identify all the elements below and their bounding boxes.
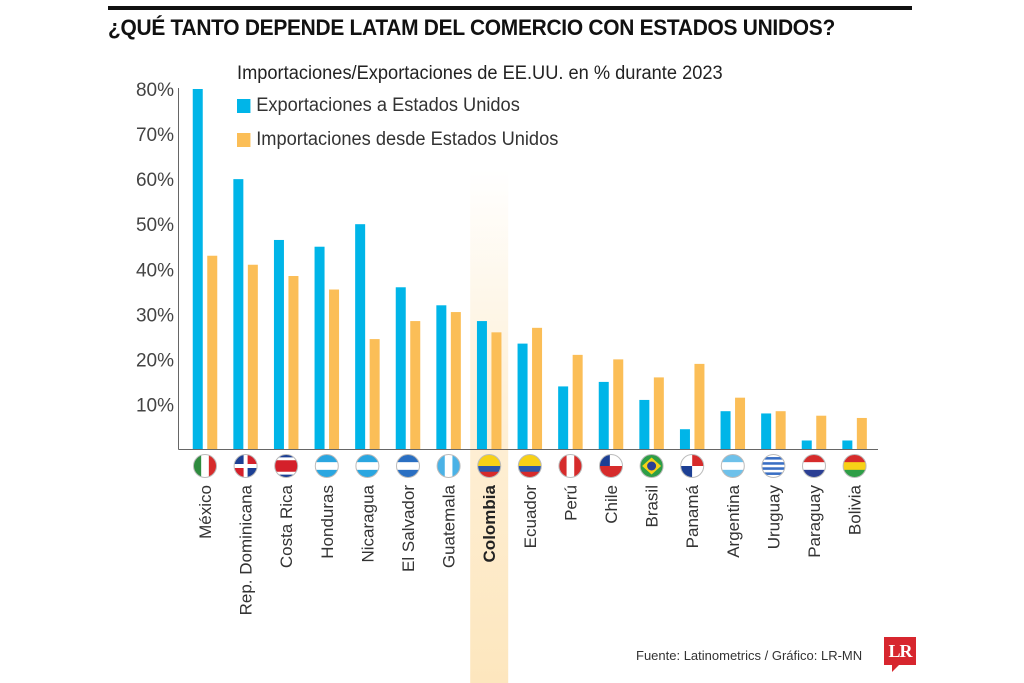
x-tick-label: El Salvador bbox=[399, 485, 418, 572]
import-bar-uruguay bbox=[775, 411, 786, 450]
mexico-flag-icon bbox=[193, 454, 217, 478]
x-tick-label: Ecuador bbox=[521, 485, 540, 549]
x-tick-label: Panamá bbox=[683, 484, 702, 548]
legend-swatch-imports bbox=[237, 133, 251, 147]
y-tick-label: 10% bbox=[136, 395, 174, 416]
peru-flag-icon bbox=[558, 454, 583, 478]
panama-flag-icon bbox=[680, 454, 705, 478]
x-tick-label: Costa Rica bbox=[277, 484, 296, 568]
title-rule bbox=[108, 6, 912, 10]
export-bar-chile bbox=[598, 381, 609, 450]
x-tick-label: Honduras bbox=[318, 485, 337, 559]
y-tick-label: 40% bbox=[136, 260, 174, 281]
export-bar-panama bbox=[679, 429, 690, 450]
y-tick-label: 30% bbox=[136, 305, 174, 326]
import-bar-costa-rica bbox=[288, 276, 299, 450]
export-bar-argentina bbox=[720, 411, 731, 450]
export-bar-honduras bbox=[314, 246, 325, 450]
x-tick-label: Brasil bbox=[643, 485, 662, 528]
colombia-flag-icon bbox=[477, 454, 502, 478]
import-bar-guatemala bbox=[450, 312, 461, 450]
y-tick-label: 70% bbox=[136, 125, 174, 146]
import-bar-chile bbox=[613, 359, 624, 450]
dominican-republic-flag-icon bbox=[233, 454, 258, 478]
import-bar-mexico bbox=[207, 255, 218, 450]
import-bar-nicaragua bbox=[369, 339, 380, 450]
export-bar-bolivia bbox=[842, 440, 853, 450]
export-bar-uruguay bbox=[761, 413, 772, 450]
chile-flag-icon bbox=[599, 454, 623, 478]
x-tick-label: Rep. Dominicana bbox=[237, 484, 256, 615]
import-bar-ecuador bbox=[532, 327, 543, 450]
import-bar-paraguay bbox=[816, 415, 827, 450]
x-tick-label: Bolivia bbox=[846, 484, 865, 535]
export-bar-colombia bbox=[476, 321, 487, 450]
bolivia-flag-icon bbox=[842, 454, 867, 478]
highlight-band bbox=[470, 170, 509, 683]
x-tick-label: Guatemala bbox=[440, 484, 459, 568]
argentina-flag-icon bbox=[720, 454, 745, 478]
y-tick-label: 50% bbox=[136, 215, 174, 236]
y-tick-label: 80% bbox=[136, 80, 174, 101]
el-salvador-flag-icon bbox=[396, 454, 420, 478]
nicaragua-flag-icon bbox=[355, 454, 380, 478]
uruguay-flag-icon bbox=[761, 454, 786, 478]
import-bar-el-salvador bbox=[410, 321, 421, 450]
honduras-flag-icon bbox=[314, 454, 339, 478]
x-tick-label: Nicaragua bbox=[358, 484, 377, 562]
lr-logo: LR bbox=[884, 637, 916, 672]
export-bar-dominican-republic bbox=[233, 179, 244, 450]
export-bar-ecuador bbox=[517, 343, 528, 450]
x-tick-label: Colombia bbox=[480, 484, 499, 562]
x-tick-label: Perú bbox=[561, 485, 580, 521]
import-bar-colombia bbox=[491, 332, 502, 450]
legend-item-exports: Exportaciones a Estados Unidos bbox=[237, 95, 520, 117]
x-tick-label: México bbox=[196, 485, 215, 539]
legend-label-exports: Exportaciones a Estados Unidos bbox=[256, 95, 520, 116]
legend-swatch-exports bbox=[237, 99, 251, 113]
page-title: ¿QUÉ TANTO DEPENDE LATAM DEL COMERCIO CO… bbox=[108, 15, 835, 40]
x-tick-label: Argentina bbox=[724, 484, 743, 557]
import-bar-bolivia bbox=[856, 417, 867, 450]
export-bar-nicaragua bbox=[355, 224, 366, 450]
source-note: Fuente: Latinometrics / Gráfico: LR-MN bbox=[636, 648, 863, 663]
brazil-flag-icon bbox=[639, 454, 664, 478]
chart-subtitle: Importaciones/Exportaciones de EE.UU. en… bbox=[237, 63, 723, 84]
import-bar-panama bbox=[694, 363, 705, 450]
x-tick-label: Chile bbox=[602, 485, 621, 524]
x-tick-label: Paraguay bbox=[805, 485, 824, 558]
x-tick-label: Uruguay bbox=[764, 485, 783, 550]
legend-item-imports: Importaciones desde Estados Unidos bbox=[237, 129, 558, 151]
y-tick-label: 60% bbox=[136, 170, 174, 191]
export-bar-el-salvador bbox=[395, 287, 406, 450]
export-bar-guatemala bbox=[436, 305, 447, 450]
export-bar-brazil bbox=[639, 399, 650, 450]
import-bar-dominican-republic bbox=[247, 264, 258, 450]
export-bar-peru bbox=[558, 386, 569, 450]
paraguay-flag-icon bbox=[802, 454, 826, 478]
y-tick-label: 20% bbox=[136, 350, 174, 371]
import-bar-brazil bbox=[653, 377, 664, 450]
ecuador-flag-icon bbox=[517, 454, 542, 478]
import-bar-argentina bbox=[735, 397, 746, 450]
export-bar-mexico bbox=[192, 89, 203, 450]
import-bar-peru bbox=[572, 354, 583, 450]
export-bar-paraguay bbox=[801, 440, 812, 450]
import-bar-honduras bbox=[329, 289, 340, 450]
costa-rica-flag-icon bbox=[274, 454, 299, 478]
guatemala-flag-icon bbox=[436, 454, 461, 478]
legend-label-imports: Importaciones desde Estados Unidos bbox=[256, 129, 559, 150]
export-bar-costa-rica bbox=[273, 239, 284, 450]
